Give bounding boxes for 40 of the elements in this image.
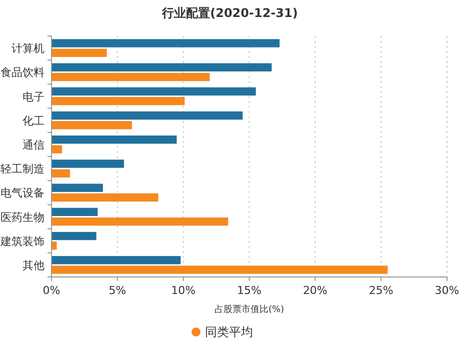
bar xyxy=(52,136,177,144)
x-tick-label: 25% xyxy=(368,284,394,297)
bar xyxy=(52,184,103,192)
bar xyxy=(52,169,70,178)
x-tick-label: 5% xyxy=(108,284,126,297)
y-tick-label: 电气设备 xyxy=(0,186,44,200)
x-tick-label: 20% xyxy=(302,284,328,297)
legend-label: 同类平均 xyxy=(205,325,253,339)
x-tick-label: 0% xyxy=(42,284,60,297)
x-tick-label: 15% xyxy=(237,284,262,297)
x-tick-label: 30% xyxy=(434,284,460,297)
x-axis-title: 占股票市值比(%) xyxy=(214,304,284,315)
bar xyxy=(52,121,132,130)
y-tick-label: 通信 xyxy=(22,138,44,152)
bar xyxy=(52,160,124,168)
bar xyxy=(52,256,181,264)
bar xyxy=(52,96,185,106)
y-tick-label: 食品饮料 xyxy=(0,66,44,80)
chart-title: 行业配置(2020-12-31) xyxy=(161,6,298,20)
y-tick-label: 轻工制造 xyxy=(0,162,44,176)
bar xyxy=(52,63,272,72)
bar xyxy=(52,48,107,57)
bar xyxy=(52,193,158,202)
bar xyxy=(52,87,256,96)
y-tick-label: 其他 xyxy=(22,258,44,272)
bar xyxy=(52,232,96,240)
y-tick-label: 医药生物 xyxy=(0,210,44,224)
y-tick-label: 建筑装饰 xyxy=(0,234,44,248)
y-tick-label: 电子 xyxy=(22,90,44,104)
bar xyxy=(52,217,228,226)
bar xyxy=(52,208,98,216)
y-tick-label: 化工 xyxy=(22,114,44,128)
bar xyxy=(52,145,62,154)
bar xyxy=(52,39,280,48)
bar xyxy=(52,111,243,120)
y-tick-label: 计算机 xyxy=(12,42,44,56)
bar xyxy=(52,242,57,250)
bar xyxy=(52,266,388,274)
x-tick-label: 10% xyxy=(171,284,196,297)
bar xyxy=(52,72,210,82)
